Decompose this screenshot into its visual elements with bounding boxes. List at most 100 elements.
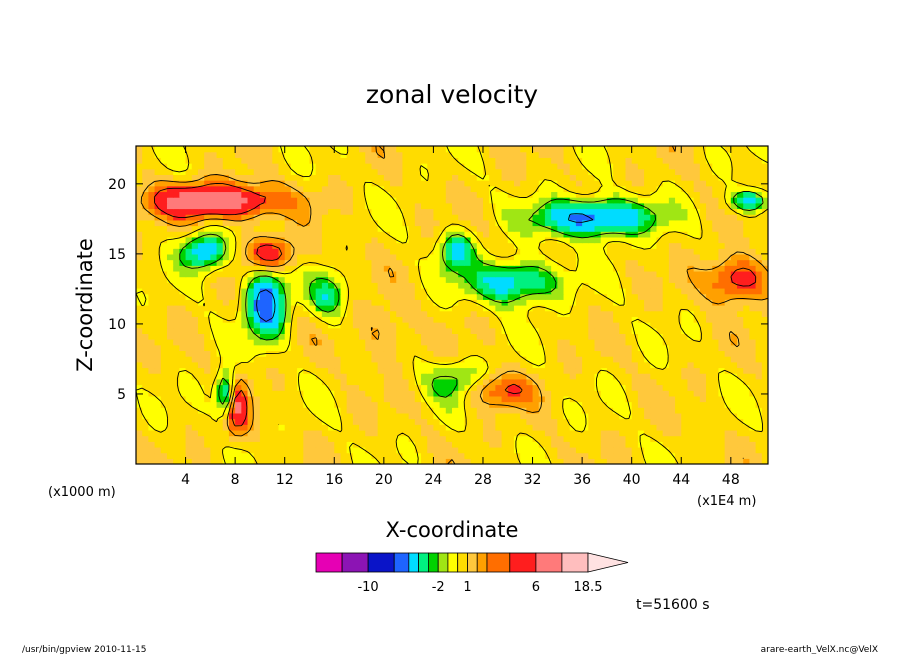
field-cell (166, 225, 174, 232)
field-cell (569, 429, 577, 437)
field-cell (588, 310, 596, 317)
field-cell (513, 299, 521, 306)
field-cell (160, 253, 168, 261)
field-cell (662, 276, 670, 283)
field-cell (340, 458, 348, 464)
field-cell (352, 225, 360, 232)
field-cell (160, 191, 168, 198)
field-cell (619, 429, 627, 437)
field-cell (352, 361, 360, 369)
field-cell (266, 390, 273, 397)
field-cell (365, 310, 373, 317)
field-cell (303, 253, 311, 261)
field-cell (551, 185, 558, 193)
field-cell (458, 367, 465, 374)
field-cell (631, 287, 639, 295)
field-cell (544, 185, 552, 193)
field-cell (637, 225, 645, 232)
field-cell (476, 446, 484, 454)
field-cell (210, 384, 218, 391)
field-cell (334, 373, 342, 380)
field-cell (551, 219, 558, 227)
field-cell (160, 395, 168, 403)
field-cell (575, 287, 583, 295)
field-cell (427, 253, 435, 261)
field-cell (588, 401, 596, 408)
field-cell (520, 412, 527, 420)
field-cell (668, 361, 676, 369)
field-cell (619, 390, 627, 397)
field-cell (693, 390, 701, 397)
field-cell (402, 446, 410, 454)
field-cell (662, 401, 670, 408)
field-cell (749, 305, 757, 312)
field-cell (687, 287, 695, 295)
field-cell (687, 208, 695, 215)
field-cell (600, 236, 608, 244)
field-cell (644, 191, 651, 198)
field-cell (470, 276, 478, 283)
field-cell (600, 344, 608, 352)
field-cell (197, 446, 205, 454)
field-cell (613, 185, 620, 193)
field-cell (662, 197, 670, 204)
field-cell (687, 214, 695, 221)
field-cell (160, 339, 168, 346)
field-cell (160, 316, 168, 323)
field-cell (241, 242, 249, 249)
field-cell (724, 214, 732, 221)
field-cell (557, 253, 565, 261)
field-cell (136, 452, 143, 459)
field-cell (644, 458, 651, 464)
field-cell (513, 191, 521, 198)
field-cell (235, 202, 242, 210)
field-cell (160, 424, 168, 431)
field-cell (650, 231, 658, 238)
field-cell (650, 412, 658, 420)
field-cell (259, 191, 267, 198)
field-cell (482, 197, 490, 204)
field-cell (197, 452, 205, 459)
field-cell (210, 339, 218, 346)
field-cell (749, 219, 757, 227)
field-cell (631, 310, 639, 317)
field-cell (371, 378, 379, 386)
field-cell (582, 327, 589, 334)
field-cell (427, 242, 435, 249)
field-cell (582, 185, 589, 193)
field-cell (365, 259, 373, 266)
field-cell (588, 333, 596, 340)
field-cell (749, 401, 757, 408)
field-cell (668, 202, 676, 210)
field-cell (421, 236, 428, 244)
field-cell (737, 248, 744, 255)
field-cell (737, 242, 744, 249)
field-cell (637, 185, 645, 193)
field-cell (383, 373, 391, 380)
field-cell (538, 367, 546, 374)
field-cell (520, 327, 527, 334)
field-cell (613, 452, 620, 459)
field-cell (266, 276, 273, 283)
field-cell (551, 333, 558, 340)
field-cell (544, 208, 552, 215)
field-cell (154, 333, 162, 340)
field-cell (247, 293, 255, 300)
field-cell (216, 327, 224, 334)
field-cell (538, 446, 546, 454)
field-cell (520, 452, 527, 459)
field-cell (414, 265, 422, 272)
field-cell (346, 242, 354, 249)
field-cell (259, 435, 267, 442)
field-cell (334, 231, 342, 238)
field-cell (718, 242, 726, 249)
field-cell (185, 253, 193, 261)
field-cell (284, 248, 292, 255)
field-cell (520, 339, 527, 346)
field-cell (228, 259, 236, 266)
field-cell (433, 231, 441, 238)
field-cell (340, 265, 348, 272)
field-cell (718, 378, 726, 386)
field-cell (352, 446, 360, 454)
field-cell (197, 276, 205, 283)
